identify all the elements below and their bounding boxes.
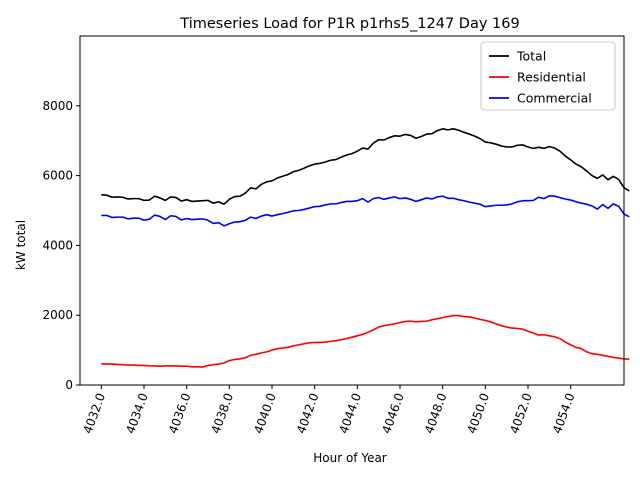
series-line-total <box>101 128 630 206</box>
legend-label-total: Total <box>516 49 546 64</box>
y-axis-label: kW total <box>14 220 28 270</box>
legend-label-commercial: Commercial <box>517 91 592 106</box>
y-tick-label: 2000 <box>42 308 73 322</box>
series-layer <box>101 128 630 368</box>
legend: Total Residential Commercial <box>480 41 616 111</box>
legend-label-residential: Residential <box>517 70 586 85</box>
series-line-commercial <box>101 195 630 227</box>
y-tick-label: 8000 <box>42 99 73 113</box>
axes-spines <box>79 35 625 386</box>
y-tick-label: 0 <box>65 378 73 392</box>
chart-title: Timeseries Load for P1R p1rhs5_1247 Day … <box>179 16 519 32</box>
legend-box <box>480 41 616 111</box>
y-tick-label: 4000 <box>42 238 73 252</box>
y-tick-label: 6000 <box>42 169 73 183</box>
series-line-residential <box>101 314 630 368</box>
x-axis-label: Hour of Year <box>313 451 387 465</box>
